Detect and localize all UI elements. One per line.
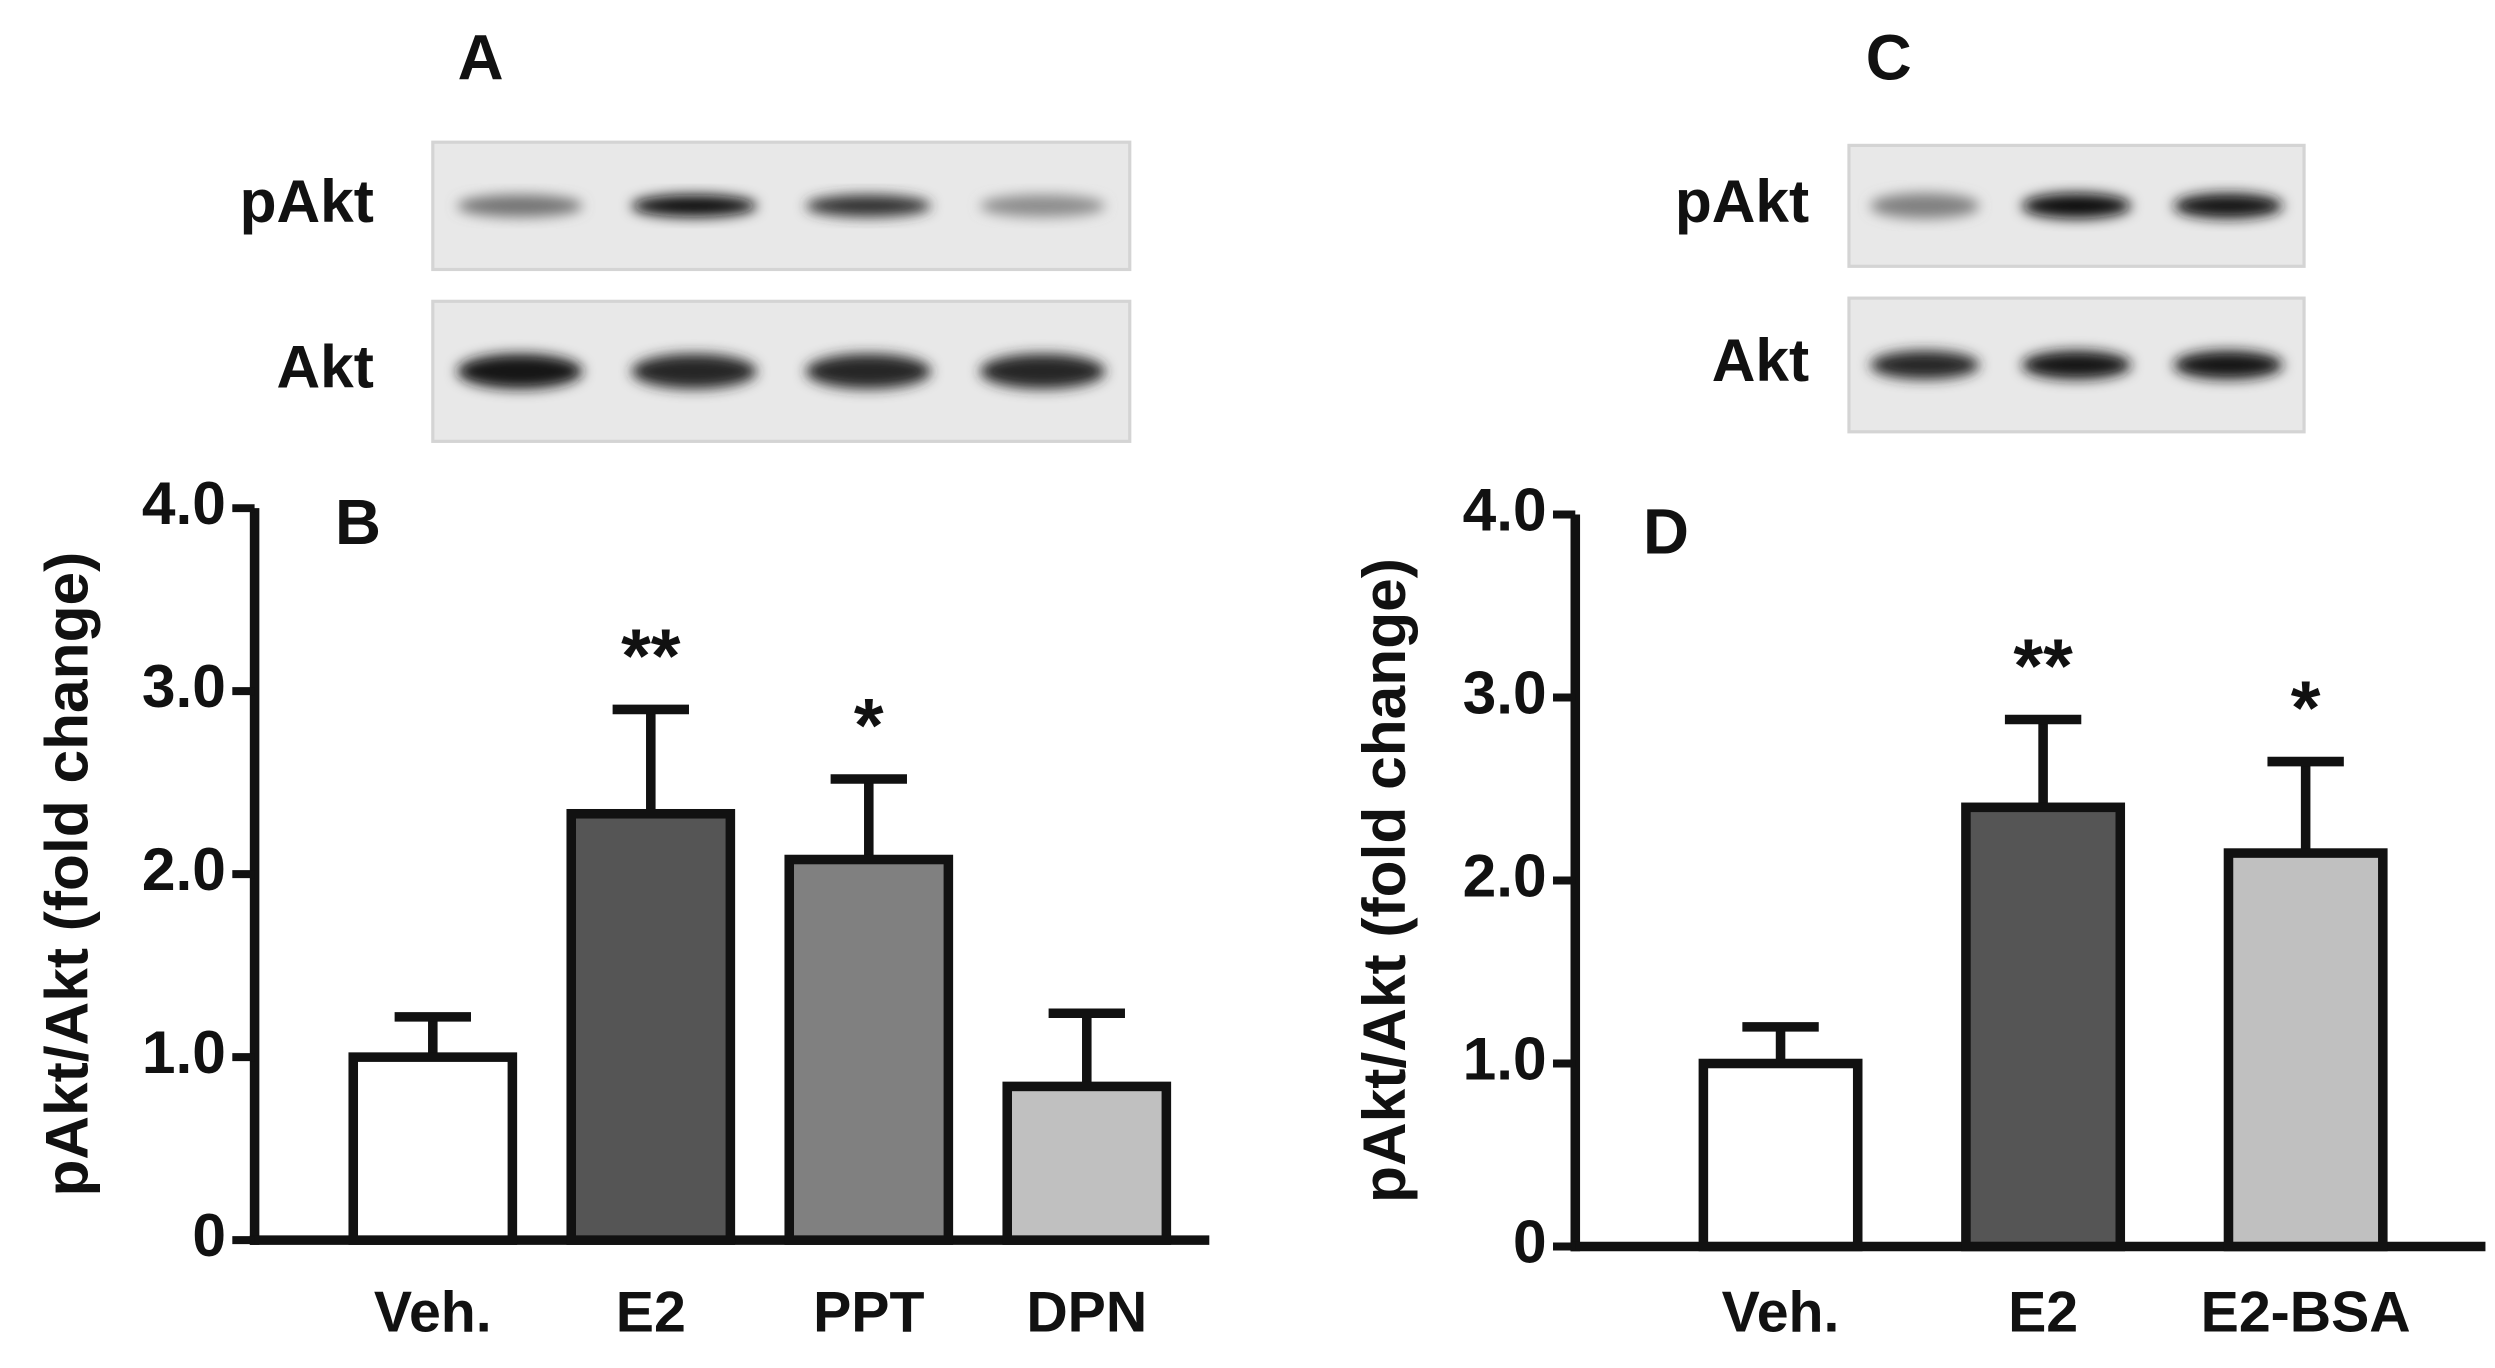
- blot-band: [805, 194, 932, 217]
- panel-letter: B: [335, 487, 381, 558]
- y-tick-label: 2.0: [142, 835, 226, 903]
- significance-label: *: [2291, 666, 2321, 751]
- y-tick-label: 1.0: [142, 1018, 226, 1086]
- blot-band: [2021, 350, 2132, 380]
- significance-label: *: [854, 683, 884, 768]
- panel-letter: C: [1866, 22, 1912, 93]
- bar: [1698, 1058, 1863, 1252]
- blot-band: [457, 194, 583, 217]
- y-tick-label: 4.0: [142, 469, 226, 537]
- y-tick-label: 0: [1513, 1207, 1547, 1275]
- blot-band: [631, 353, 757, 389]
- y-tick-label: 4.0: [1463, 476, 1547, 544]
- bar: [1961, 802, 2126, 1252]
- y-axis-title: pAkt/Akt (fold change): [33, 552, 101, 1197]
- blot-row-label: Akt: [1712, 326, 1809, 394]
- y-axis-title: pAkt/Akt (fold change): [1350, 558, 1418, 1203]
- blot-band: [1870, 193, 1980, 219]
- x-tick-label: DPN: [1026, 1281, 1147, 1345]
- x-tick-label: E2: [616, 1281, 686, 1345]
- blot-band: [2021, 193, 2132, 219]
- bar: [348, 1052, 518, 1245]
- y-tick-label: 1.0: [1463, 1024, 1547, 1092]
- x-tick-label: Veh.: [374, 1281, 492, 1345]
- x-tick-label: E2: [2008, 1281, 2078, 1345]
- blot-row-label: pAkt: [1675, 167, 1809, 235]
- blot-band: [979, 194, 1106, 217]
- bar: [1002, 1081, 1172, 1245]
- bar: [784, 854, 954, 1245]
- bar: [2223, 848, 2388, 1252]
- y-tick-label: 3.0: [1463, 658, 1547, 726]
- blot-band: [979, 353, 1106, 389]
- blot-band: [2173, 350, 2283, 380]
- blot-band: [805, 353, 932, 389]
- bar: [566, 808, 736, 1245]
- panel-letter: A: [458, 22, 504, 93]
- panel-letter: D: [1643, 497, 1689, 568]
- y-tick-label: 0: [192, 1201, 226, 1269]
- blot-row-label: pAkt: [240, 167, 374, 235]
- significance-label: **: [621, 614, 681, 699]
- blot-band: [2173, 193, 2283, 219]
- y-tick-label: 2.0: [1463, 841, 1547, 909]
- x-tick-label: PPT: [813, 1281, 924, 1345]
- blot-row-label: Akt: [277, 332, 374, 400]
- x-tick-label: Veh.: [1722, 1281, 1840, 1345]
- blot-band: [631, 194, 757, 217]
- y-tick-label: 3.0: [142, 652, 226, 720]
- significance-label: **: [2013, 624, 2073, 709]
- blot-band: [1870, 350, 1980, 380]
- blot-band: [457, 353, 583, 389]
- x-tick-label: E2-BSA: [2201, 1281, 2411, 1345]
